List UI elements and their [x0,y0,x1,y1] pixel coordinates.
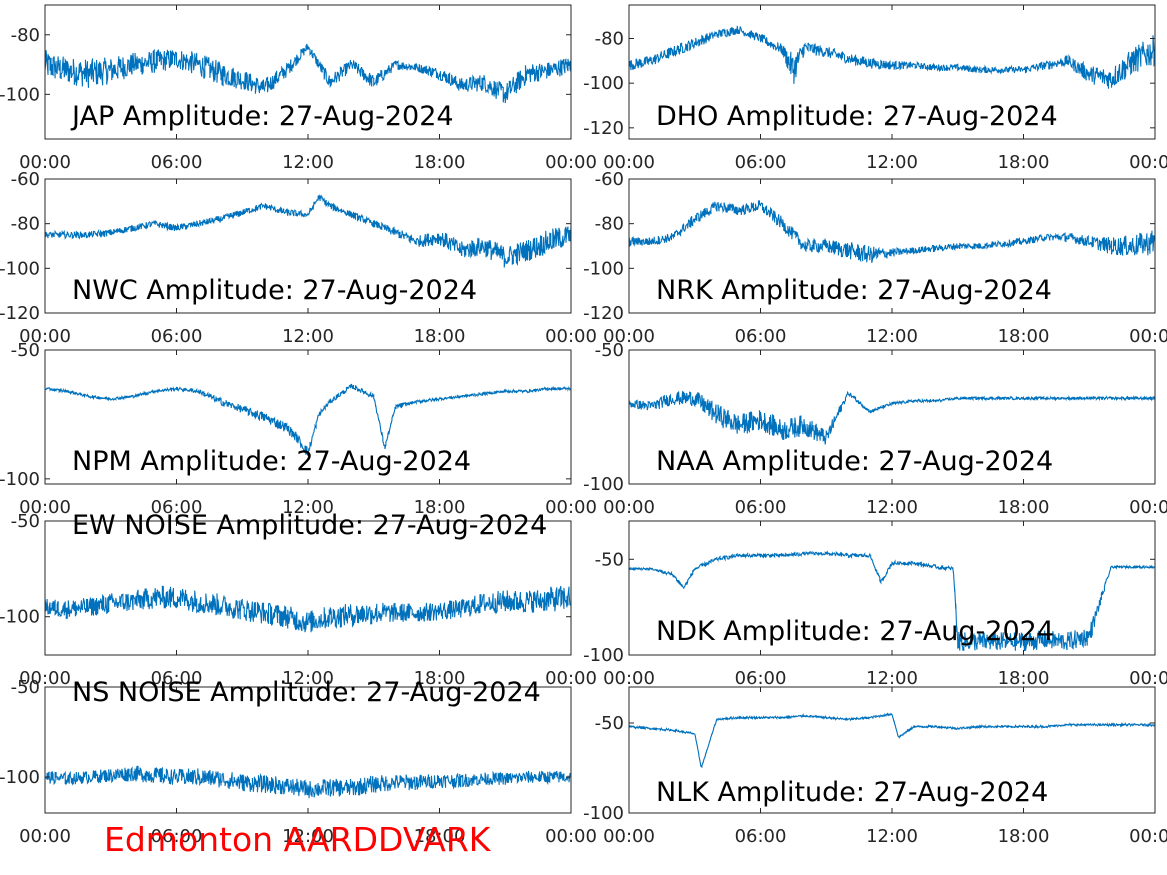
x-tick-label: 00:00 [1129,497,1167,518]
panel-title: NS NOISE Amplitude: 27-Aug-2024 [72,677,541,708]
x-tick-label: 06:00 [151,497,203,518]
x-tick-label: 06:00 [735,326,787,347]
x-tick-label: 12:00 [866,668,918,689]
x-tick-label: 00:00 [19,326,71,347]
x-tick-label: 00:00 [545,326,597,347]
panel-title: NAA Amplitude: 27-Aug-2024 [656,446,1053,477]
x-tick-label: 18:00 [414,668,466,689]
panel-title: NDK Amplitude: 27-Aug-2024 [656,616,1054,647]
x-tick-label: 00:00 [1129,326,1167,347]
x-tick-label: 06:00 [735,497,787,518]
y-tick-label: -80 [11,25,40,46]
y-tick-label: -100 [0,469,40,490]
x-tick-label: 00:00 [545,152,597,173]
y-tick-label: -50 [11,511,40,532]
x-tick-label: 12:00 [282,152,334,173]
y-tick-label: -100 [0,767,40,788]
panel-title: NWC Amplitude: 27-Aug-2024 [72,275,477,306]
series-line-9 [629,712,1155,769]
footer-label: Edmonton AARDDVARK [104,820,491,859]
y-tick-label: -120 [583,303,624,324]
y-tick-label: -80 [595,29,624,50]
y-tick-label: -50 [595,340,624,361]
y-tick-label: -50 [595,713,624,734]
x-tick-label: 00:00 [1129,152,1167,173]
x-tick-label: 00:00 [603,152,655,173]
x-tick-label: 12:00 [866,326,918,347]
x-tick-label: 18:00 [998,826,1050,847]
x-tick-label: 18:00 [998,326,1050,347]
x-tick-label: 18:00 [998,152,1050,173]
y-tick-label: -100 [0,607,40,628]
x-tick-label: 18:00 [414,326,466,347]
panel-title: NPM Amplitude: 27-Aug-2024 [72,446,471,477]
y-tick-label: -100 [0,84,40,105]
x-tick-label: 12:00 [282,326,334,347]
x-tick-label: 00:00 [545,497,597,518]
y-tick-label: -100 [583,645,624,666]
y-tick-label: -100 [583,474,624,495]
x-tick-label: 06:00 [735,152,787,173]
y-tick-label: -100 [583,803,624,824]
panel-title: DHO Amplitude: 27-Aug-2024 [656,101,1058,132]
x-tick-label: 00:00 [1129,668,1167,689]
series-line-4 [45,383,571,456]
series-line-7 [629,550,1155,652]
x-tick-label: 00:00 [545,668,597,689]
x-tick-label: 18:00 [998,497,1050,518]
x-tick-label: 06:00 [151,152,203,173]
x-tick-label: 00:00 [545,826,597,847]
y-tick-label: -120 [0,303,40,324]
x-tick-label: 00:00 [603,826,655,847]
x-tick-label: 06:00 [735,668,787,689]
x-tick-label: 18:00 [414,826,466,847]
x-tick-label: 00:00 [19,497,71,518]
series-line-5 [629,391,1155,445]
y-tick-label: -100 [0,258,40,279]
x-tick-label: 06:00 [151,668,203,689]
x-tick-label: 00:00 [603,668,655,689]
panel-title: NRK Amplitude: 27-Aug-2024 [656,275,1052,306]
x-tick-label: 18:00 [998,668,1050,689]
x-tick-label: 12:00 [866,826,918,847]
y-tick-label: -60 [11,169,40,190]
y-tick-label: -50 [595,549,624,570]
x-tick-label: 00:00 [19,826,71,847]
series-line-8 [45,765,571,799]
y-tick-label: -80 [595,214,624,235]
series-line-1 [629,25,1155,89]
series-line-6 [45,585,571,633]
series-line-2 [45,194,571,268]
series-line-3 [629,200,1155,263]
x-tick-label: 12:00 [282,668,334,689]
y-tick-label: -80 [11,214,40,235]
x-tick-label: 18:00 [414,152,466,173]
panel-title: NLK Amplitude: 27-Aug-2024 [656,777,1048,808]
x-tick-label: 00:00 [1129,826,1167,847]
x-tick-label: 00:00 [603,497,655,518]
x-tick-label: 06:00 [151,326,203,347]
y-tick-label: -120 [583,118,624,139]
x-tick-label: 12:00 [282,826,334,847]
y-tick-label: -50 [11,340,40,361]
y-tick-label: -100 [583,73,624,94]
y-tick-label: -50 [11,677,40,698]
panel-title: EW NOISE Amplitude: 27-Aug-2024 [72,510,547,541]
y-tick-label: -100 [583,258,624,279]
axes-frame-6 [44,520,572,656]
x-tick-label: 12:00 [282,497,334,518]
x-tick-label: 18:00 [414,497,466,518]
x-tick-label: 12:00 [866,152,918,173]
y-tick-label: -60 [595,169,624,190]
x-tick-label: 06:00 [735,826,787,847]
x-tick-label: 06:00 [151,826,203,847]
x-tick-label: 00:00 [19,668,71,689]
x-tick-label: 00:00 [19,152,71,173]
panel-title: JAP Amplitude: 27-Aug-2024 [70,101,454,132]
series-line-0 [45,43,571,104]
x-tick-label: 12:00 [866,497,918,518]
x-tick-label: 00:00 [603,326,655,347]
